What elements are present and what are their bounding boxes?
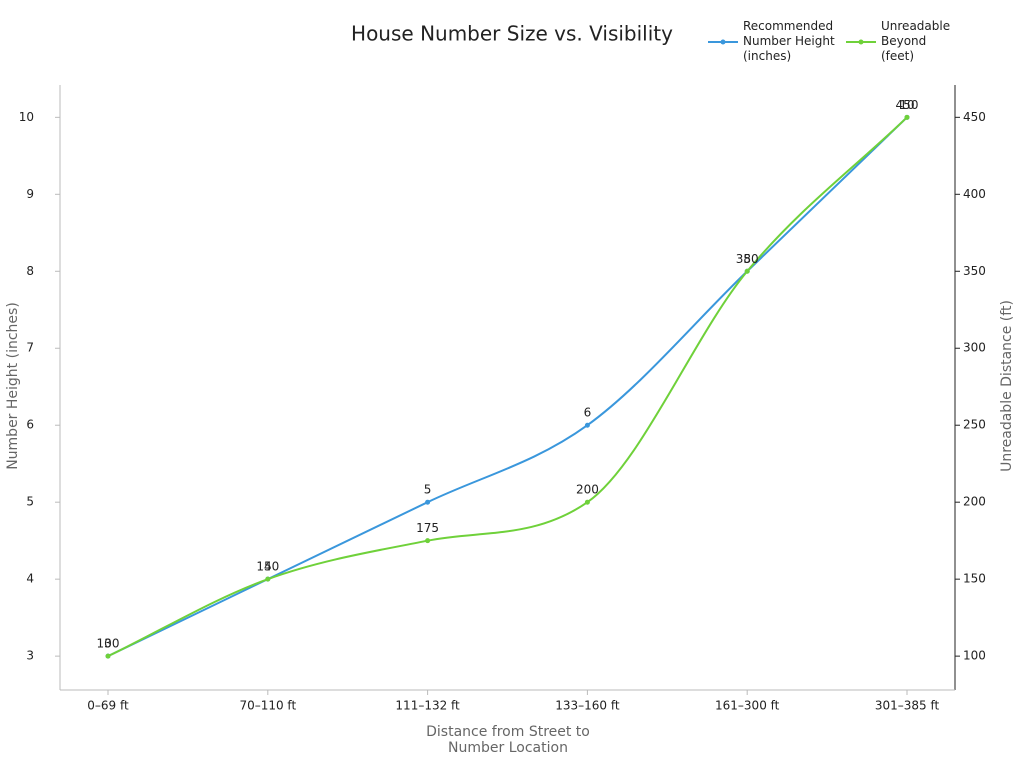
x-tick-label: 133–160 ft [555,699,620,713]
data-label: 100 [97,637,120,651]
x-tick-label: 111–132 ft [395,699,460,713]
point [904,114,910,120]
legend-label: Recommended Number Height (inches) [743,19,835,63]
y2-tick-label: 350 [963,264,986,278]
y-tick-label: 10 [19,110,34,124]
x-tick-label: 0–69 ft [87,699,129,713]
legend-marker [858,39,864,45]
y2-axis-title: Unreadable Distance (ft) [999,300,1015,472]
data-label: 175 [416,521,439,535]
point [105,653,111,659]
legend-marker [720,39,726,45]
point [425,538,431,544]
y-tick-label: 5 [26,495,34,509]
data-label: 200 [576,483,599,497]
y-tick-label: 6 [26,418,34,432]
series-line [107,116,908,658]
y-tick-label: 4 [26,572,34,586]
point [425,499,431,505]
y-tick-label: 7 [26,341,34,355]
x-tick-label: 70–110 ft [239,699,296,713]
series-line [107,116,908,658]
data-label: 10 [899,98,914,112]
data-label: 450 [896,98,919,112]
legend-label: Unreadable Beyond (feet) [881,19,951,63]
x-tick-label: 161–300 ft [715,699,780,713]
y-tick-label: 3 [26,649,34,663]
y2-tick-label: 450 [963,110,986,124]
y2-tick-label: 250 [963,418,986,432]
y2-tick-label: 200 [963,495,986,509]
data-label: 8 [743,252,751,266]
point [584,499,590,505]
y2-tick-label: 100 [963,649,986,663]
point [584,422,590,428]
y-axis-title: Number Height (inches) [5,302,21,470]
data-label: 5 [424,483,432,497]
x-axis-title: Distance from Street to Number Location [426,724,590,756]
y-tick-label: 9 [26,187,34,201]
y2-tick-label: 300 [963,341,986,355]
y2-tick-label: 400 [963,187,986,201]
data-label: 150 [256,560,279,574]
x-tick-label: 301–385 ft [875,699,940,713]
data-label: 3 [104,637,112,651]
y2-tick-label: 150 [963,572,986,586]
point [744,268,750,274]
y-tick-label: 8 [26,264,34,278]
data-label: 350 [736,252,759,266]
point [265,576,271,582]
chart-title: House Number Size vs. Visibility [351,22,673,46]
data-label: 6 [584,406,592,420]
data-label: 4 [264,560,272,574]
